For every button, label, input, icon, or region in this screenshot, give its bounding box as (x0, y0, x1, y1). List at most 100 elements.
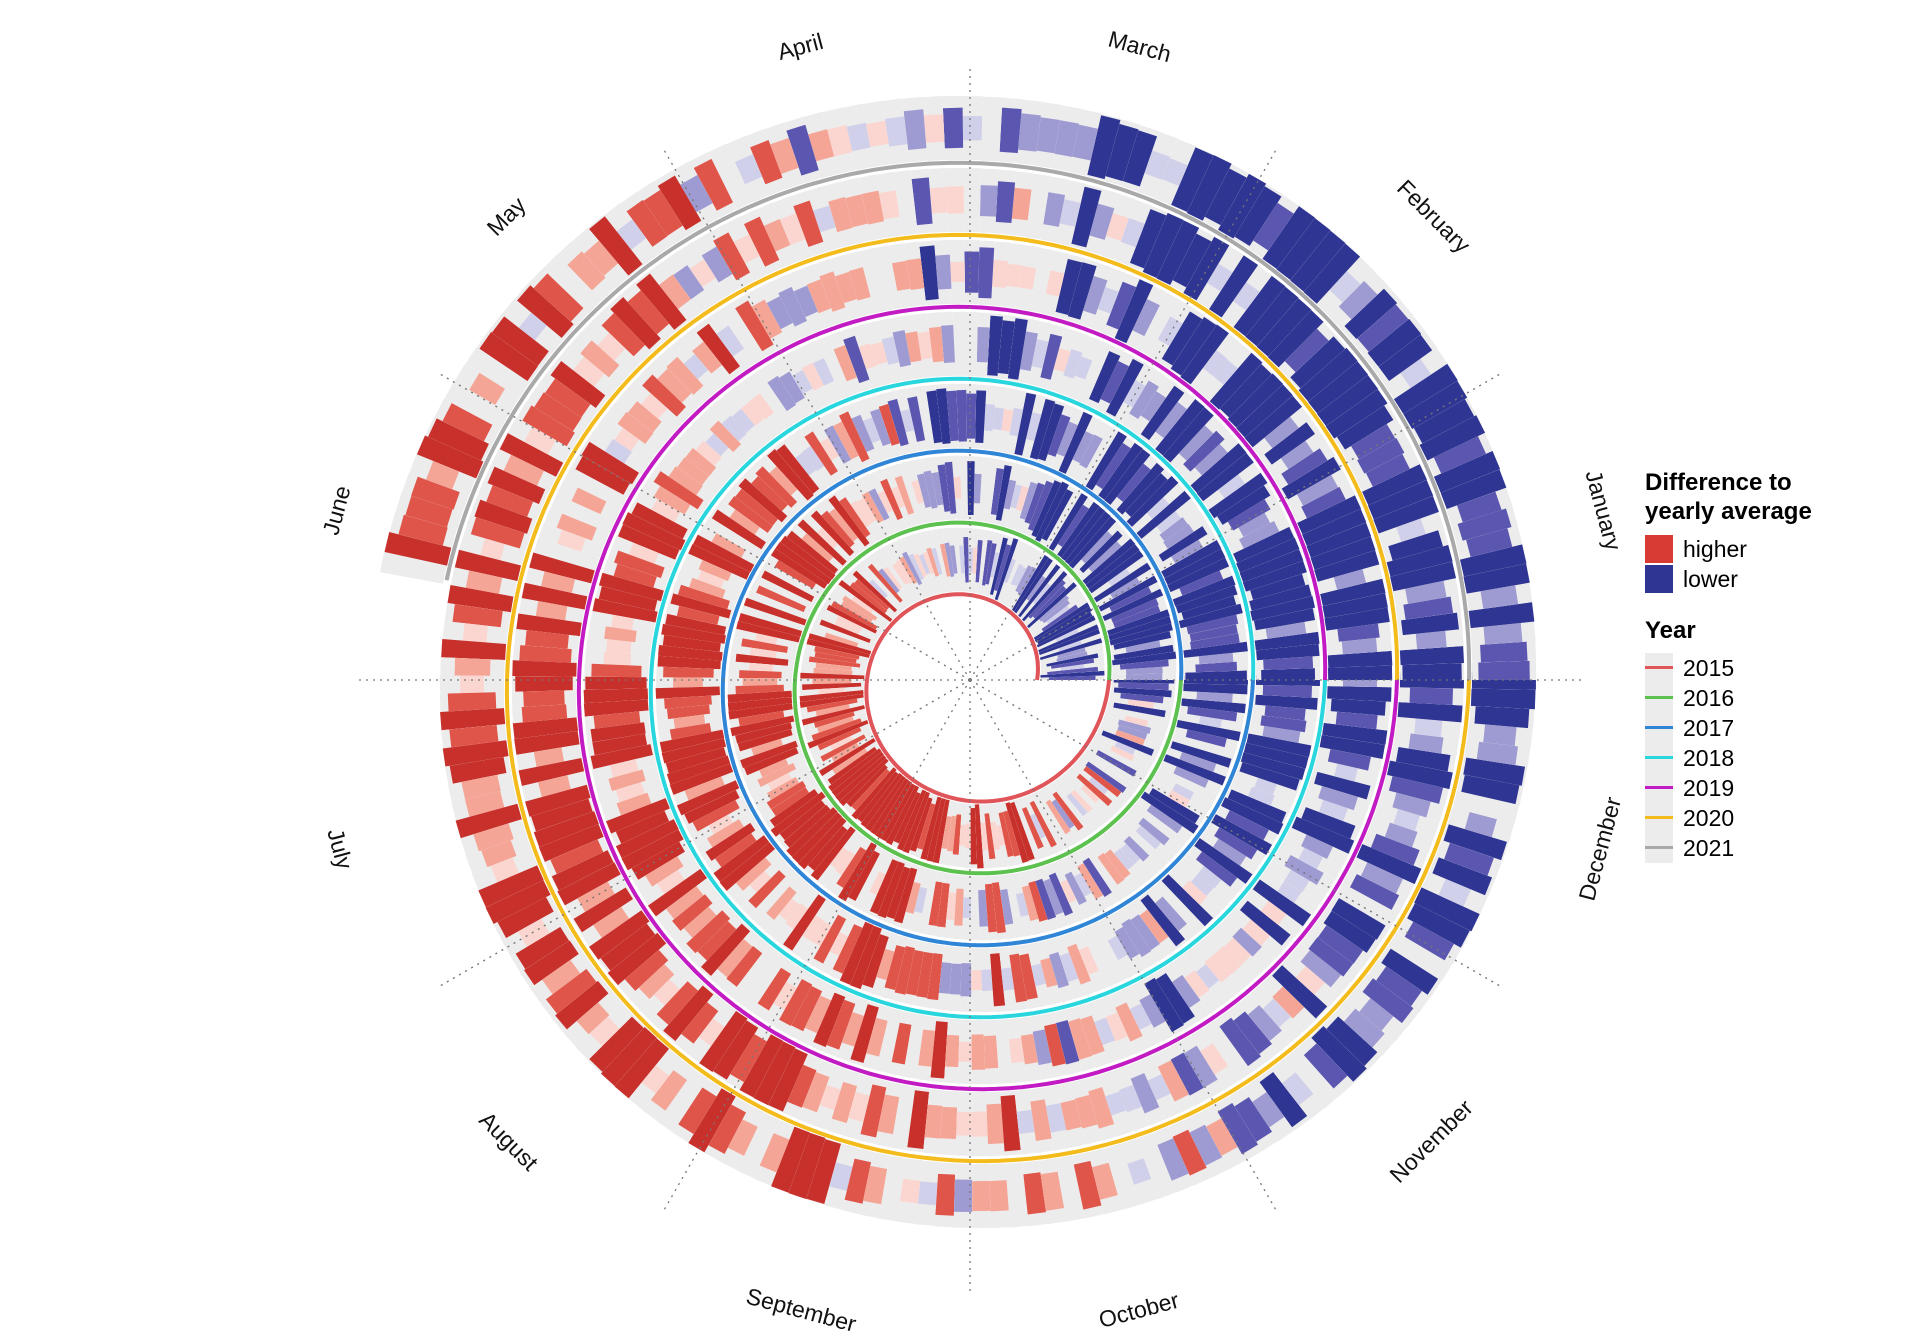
day-bar (807, 825, 848, 871)
day-bar (1189, 624, 1238, 642)
day-bar (1113, 644, 1174, 660)
day-bar (991, 882, 1007, 934)
day-bar (693, 158, 734, 211)
day-bar (1376, 966, 1422, 1007)
day-bar (454, 549, 522, 582)
day-bar (1135, 825, 1162, 850)
day-bar (1390, 561, 1457, 592)
day-bar (1314, 550, 1380, 582)
day-bar (897, 789, 927, 851)
day-bar (869, 579, 888, 599)
day-bar (503, 454, 544, 486)
day-bar (1239, 762, 1300, 791)
day-bar (857, 497, 877, 524)
day-bar (1170, 1052, 1204, 1096)
day-bar (869, 408, 891, 447)
track-cell (1335, 883, 1399, 929)
day-bar (1035, 878, 1057, 920)
day-bar (1046, 653, 1099, 667)
track-cell (994, 1019, 1014, 1084)
day-bar (1373, 495, 1439, 534)
day-bar (1200, 1043, 1229, 1075)
day-bar (924, 1104, 943, 1139)
day-bar (841, 1011, 865, 1047)
day-bar (1317, 925, 1364, 964)
day-bar (1021, 807, 1044, 849)
day-bar (485, 880, 551, 925)
day-bar (1007, 318, 1028, 380)
month-label-june: June (317, 483, 355, 538)
day-bar (668, 466, 703, 496)
day-bar (792, 369, 813, 395)
track-cell (1452, 790, 1520, 824)
track-cell (1030, 792, 1067, 852)
day-bar (1113, 605, 1161, 629)
day-bar (542, 959, 581, 995)
day-bar (1146, 804, 1183, 834)
day-bar (1297, 495, 1362, 535)
day-bar (1087, 115, 1121, 180)
day-bar (806, 279, 832, 314)
day-bar (1071, 186, 1102, 248)
day-bar (980, 822, 989, 851)
day-bar (519, 645, 572, 663)
day-bar (945, 1034, 960, 1068)
day-bar (655, 686, 720, 699)
day-bar (1020, 1033, 1039, 1065)
day-bar (1144, 150, 1171, 180)
day-bar (867, 563, 903, 603)
day-bar (1334, 763, 1358, 782)
day-bar (981, 969, 993, 991)
day-bar (1083, 766, 1122, 798)
day-bar (1284, 869, 1310, 893)
month-gridline (662, 679, 971, 1213)
day-bar (971, 1111, 988, 1137)
day-bar (1010, 484, 1023, 509)
day-bar (676, 780, 740, 816)
day-bar (1261, 668, 1316, 680)
day-bar (974, 804, 984, 869)
day-bar (1409, 687, 1454, 705)
day-bar (1343, 1008, 1385, 1048)
day-bar (728, 703, 793, 720)
day-bar (1483, 724, 1517, 746)
track-cell (878, 1155, 906, 1222)
day-bar (964, 823, 971, 849)
day-bar (1290, 336, 1346, 389)
track-cell (1116, 818, 1169, 869)
track-cell (1387, 932, 1452, 982)
day-bar (1157, 1138, 1189, 1181)
day-bar (636, 273, 687, 330)
day-bar (833, 345, 858, 382)
day-bar (743, 216, 780, 267)
day-bar (730, 1034, 767, 1083)
day-bar (959, 545, 965, 574)
day-bar (628, 542, 659, 564)
day-bar (478, 865, 544, 908)
day-bar (604, 626, 637, 643)
day-bar (778, 371, 805, 404)
day-bar (935, 1173, 956, 1216)
day-bar (1048, 952, 1070, 989)
day-bar (997, 320, 1015, 375)
track-cell (1013, 798, 1042, 861)
day-bar (1050, 658, 1095, 669)
day-bar (647, 868, 708, 917)
day-bar (1028, 579, 1066, 619)
day-bar (1360, 862, 1404, 894)
day-bar (771, 1126, 810, 1193)
day-bar (1208, 255, 1259, 318)
day-bar (753, 1041, 796, 1106)
day-bar (1318, 799, 1348, 822)
day-bar (1256, 298, 1312, 357)
day-bar (677, 457, 709, 486)
day-bar (1367, 318, 1422, 367)
day-bar (751, 299, 783, 339)
day-bar (611, 614, 634, 631)
day-bar (1233, 1011, 1273, 1055)
day-bar (1213, 359, 1238, 385)
day-bar (1158, 526, 1208, 562)
year-line-2021 (444, 160, 1472, 681)
track-cell (1025, 173, 1051, 240)
day-bar (835, 754, 887, 802)
